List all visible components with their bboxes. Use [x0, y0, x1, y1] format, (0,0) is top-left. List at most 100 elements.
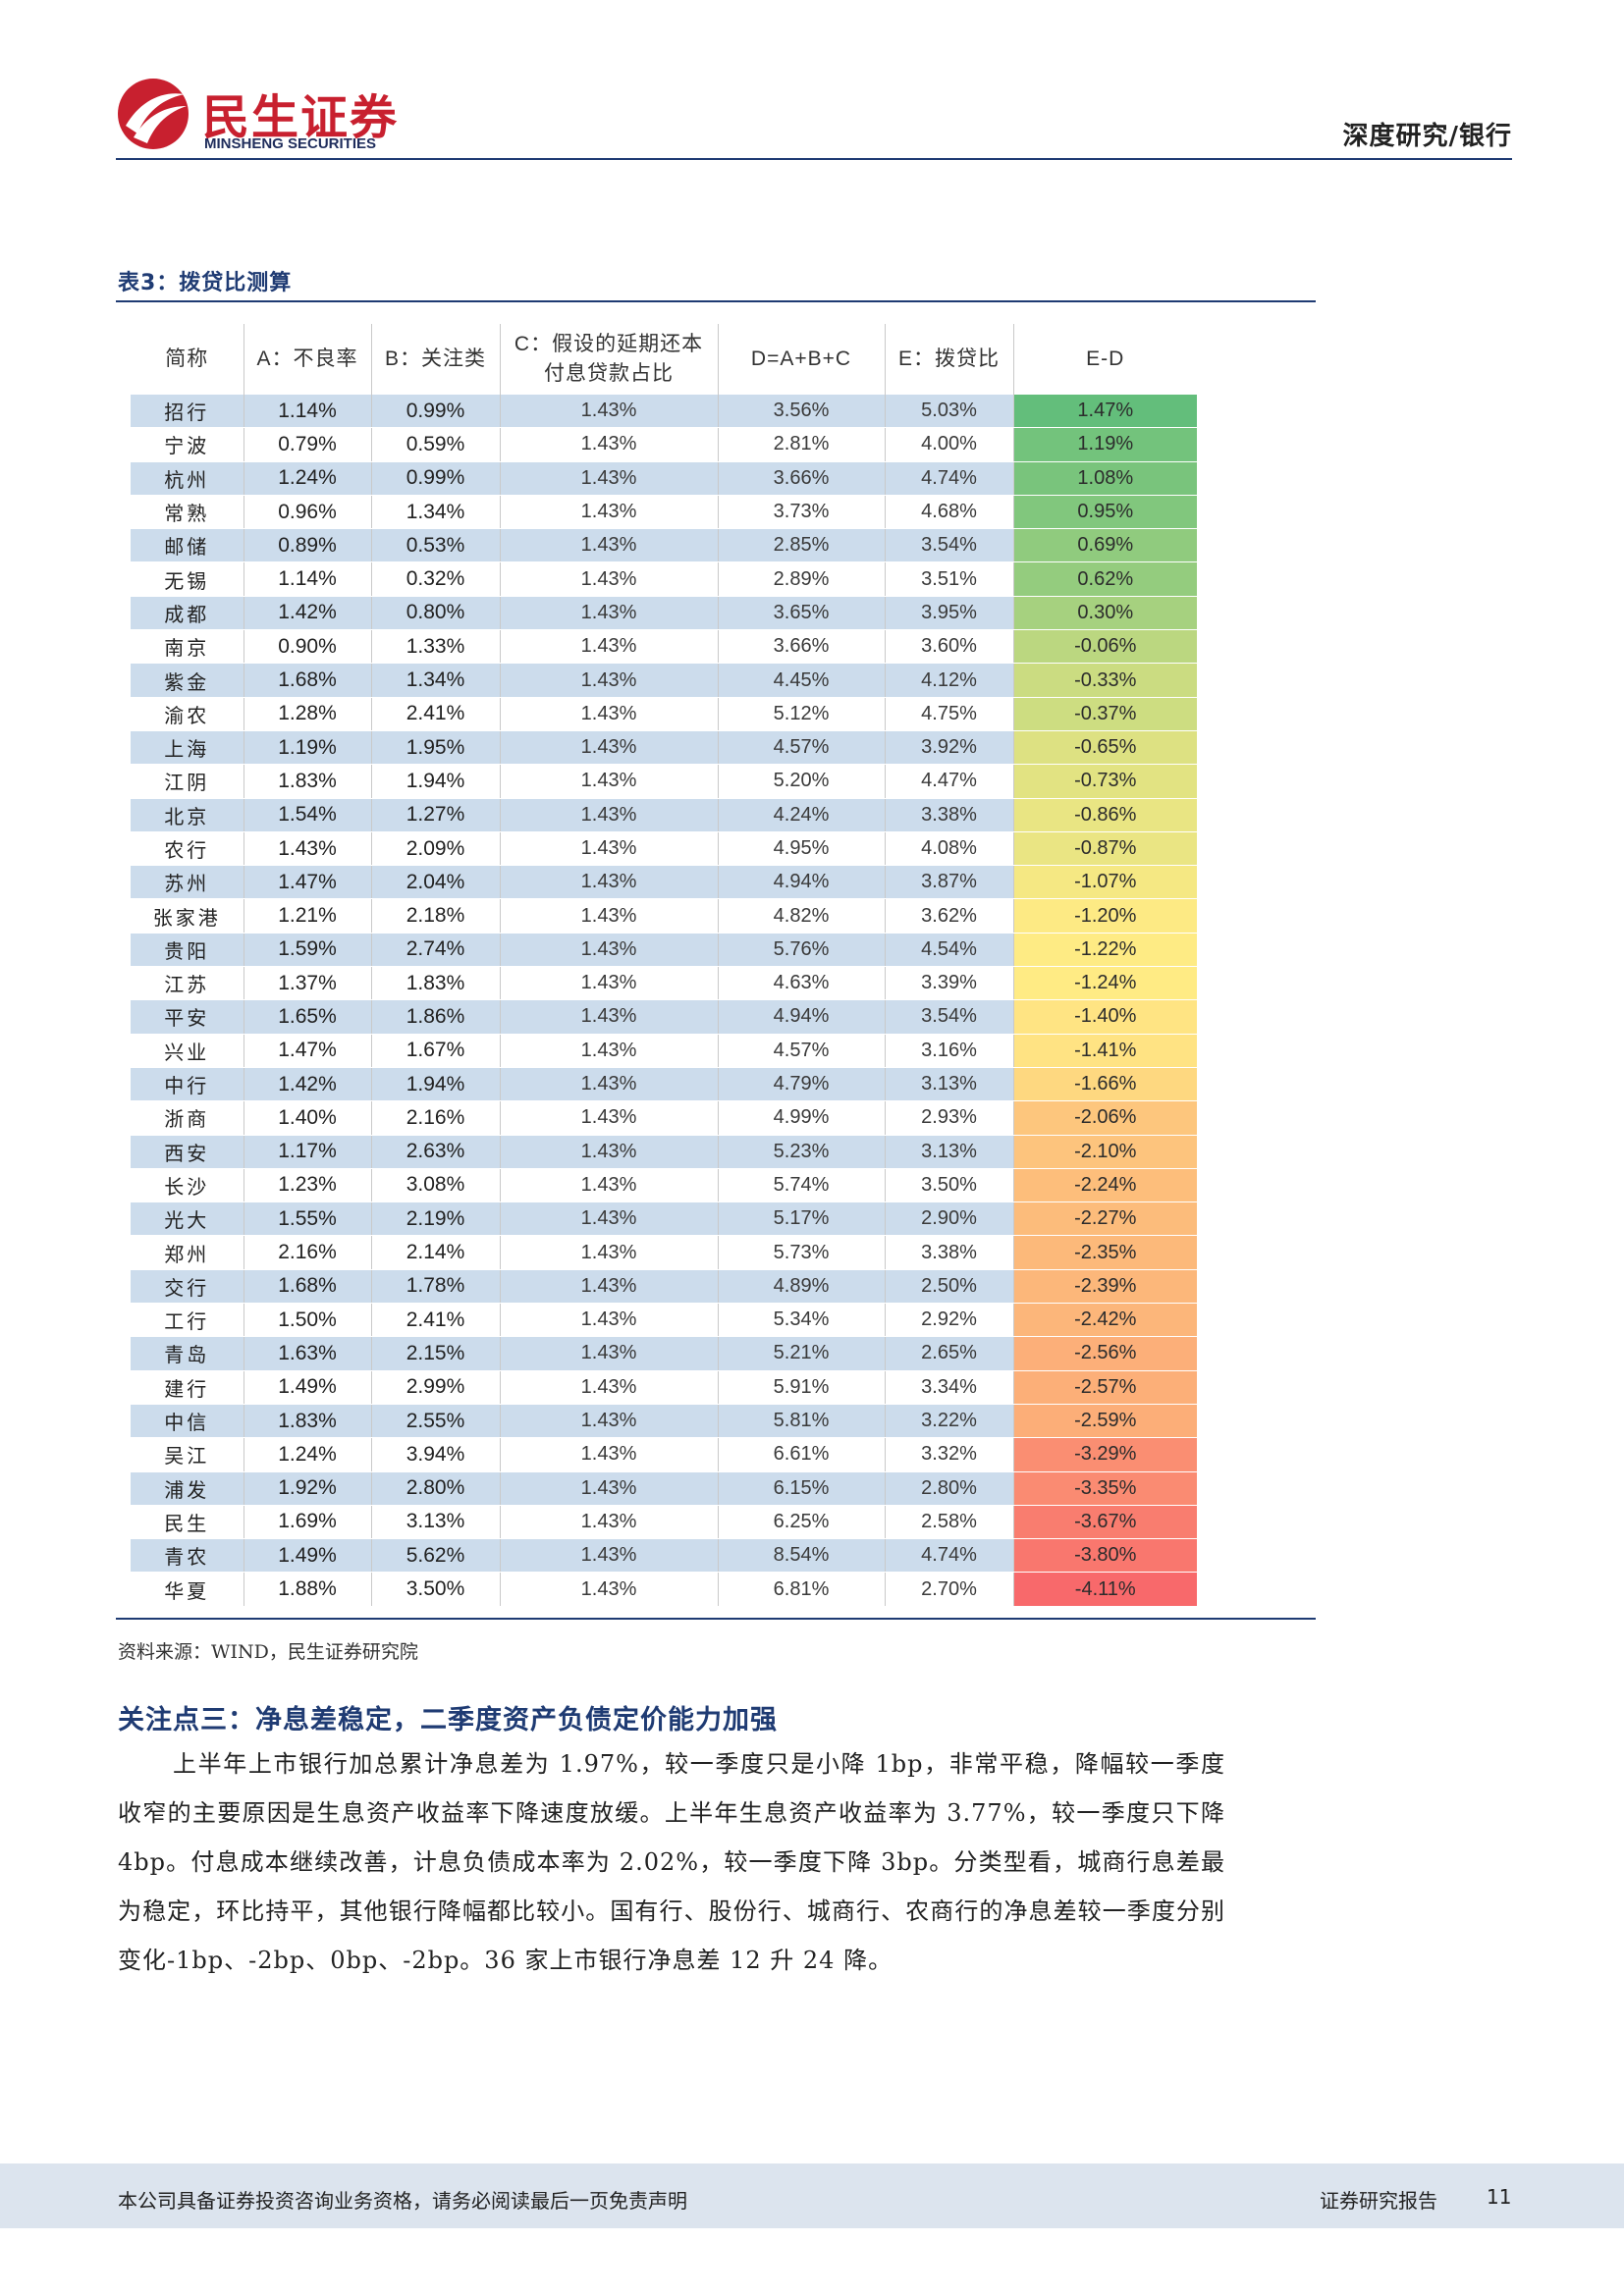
company-logo: 民生证券 MINSHENG SECURITIES	[116, 77, 410, 155]
cell-special-mention-ratio: 1.95%	[371, 730, 501, 766]
cell-provision-ratio: 4.54%	[885, 933, 1014, 968]
cell-npl-ratio: 1.69%	[244, 1505, 372, 1540]
cell-deferred-loan-ratio: 1.43%	[500, 831, 719, 867]
table-bottom-divider	[116, 1618, 1316, 1620]
cell-bank-name: 交行	[131, 1269, 244, 1305]
table-row: 浙商 1.40% 2.16% 1.43% 4.99% 2.93% -2.06%	[131, 1100, 1197, 1136]
cell-e-minus-d: -2.42%	[1013, 1303, 1197, 1338]
cell-deferred-loan-ratio: 1.43%	[500, 933, 719, 968]
cell-special-mention-ratio: 2.14%	[371, 1235, 501, 1270]
cell-bank-name: 张家港	[131, 898, 244, 934]
cell-provision-ratio: 3.95%	[885, 596, 1014, 631]
report-category: 深度研究/银行	[1342, 122, 1512, 151]
cell-special-mention-ratio: 2.41%	[371, 1303, 501, 1338]
cell-bank-name: 农行	[131, 831, 244, 867]
cell-special-mention-ratio: 2.80%	[371, 1471, 501, 1506]
cell-bank-name: 无锡	[131, 561, 244, 597]
header-divider	[116, 158, 1512, 160]
cell-deferred-loan-ratio: 1.43%	[500, 999, 719, 1035]
cell-provision-ratio: 5.03%	[885, 395, 1014, 429]
cell-deferred-loan-ratio: 1.43%	[500, 865, 719, 900]
cell-bank-name: 中信	[131, 1404, 244, 1439]
table-row: 江阴 1.83% 1.94% 1.43% 5.20% 4.47% -0.73%	[131, 764, 1197, 799]
table-row: 浦发 1.92% 2.80% 1.43% 6.15% 2.80% -3.35%	[131, 1471, 1197, 1506]
cell-d-sum: 4.45%	[718, 663, 886, 698]
table-row: 上海 1.19% 1.95% 1.43% 4.57% 3.92% -0.65%	[131, 730, 1197, 766]
cell-provision-ratio: 3.13%	[885, 1135, 1014, 1169]
cell-provision-ratio: 4.74%	[885, 461, 1014, 496]
cell-deferred-loan-ratio: 1.43%	[500, 730, 719, 766]
table-row: 成都 1.42% 0.80% 1.43% 3.65% 3.95% 0.30%	[131, 596, 1197, 631]
cell-provision-ratio: 2.58%	[885, 1505, 1014, 1540]
cell-bank-name: 民生	[131, 1505, 244, 1540]
cell-e-minus-d: -2.57%	[1013, 1370, 1197, 1405]
cell-e-minus-d: -2.56%	[1013, 1336, 1197, 1371]
cell-e-minus-d: -4.11%	[1013, 1572, 1197, 1607]
minsheng-logo-icon	[118, 79, 189, 149]
cell-deferred-loan-ratio: 1.43%	[500, 495, 719, 530]
cell-deferred-loan-ratio: 1.43%	[500, 395, 719, 429]
cell-d-sum: 5.74%	[718, 1168, 886, 1203]
cell-d-sum: 5.81%	[718, 1404, 886, 1439]
cell-e-minus-d: -1.22%	[1013, 933, 1197, 968]
cell-special-mention-ratio: 1.34%	[371, 495, 501, 530]
cell-e-minus-d: -2.39%	[1013, 1269, 1197, 1305]
cell-deferred-loan-ratio: 1.43%	[500, 1135, 719, 1169]
cell-bank-name: 建行	[131, 1370, 244, 1405]
header-npl-ratio: A：不良率	[244, 324, 372, 395]
cell-special-mention-ratio: 1.34%	[371, 663, 501, 698]
table-row: 郑州 2.16% 2.14% 1.43% 5.73% 3.38% -2.35%	[131, 1235, 1197, 1270]
cell-e-minus-d: -1.66%	[1013, 1067, 1197, 1102]
cell-npl-ratio: 1.14%	[244, 561, 372, 597]
cell-deferred-loan-ratio: 1.43%	[500, 1067, 719, 1102]
cell-d-sum: 6.15%	[718, 1471, 886, 1506]
cell-d-sum: 3.73%	[718, 495, 886, 530]
cell-e-minus-d: -3.67%	[1013, 1505, 1197, 1540]
cell-provision-ratio: 4.75%	[885, 697, 1014, 731]
footer-report-type: 证券研究报告	[1320, 2189, 1437, 2213]
table-row: 西安 1.17% 2.63% 1.43% 5.23% 3.13% -2.10%	[131, 1135, 1197, 1169]
cell-special-mention-ratio: 1.27%	[371, 798, 501, 832]
cell-npl-ratio: 1.42%	[244, 1067, 372, 1102]
cell-provision-ratio: 2.65%	[885, 1336, 1014, 1371]
cell-npl-ratio: 1.50%	[244, 1303, 372, 1338]
cell-bank-name: 南京	[131, 629, 244, 665]
table-row: 苏州 1.47% 2.04% 1.43% 4.94% 3.87% -1.07%	[131, 865, 1197, 900]
cell-e-minus-d: 0.62%	[1013, 561, 1197, 597]
cell-npl-ratio: 1.19%	[244, 730, 372, 766]
cell-e-minus-d: -1.24%	[1013, 966, 1197, 1001]
cell-npl-ratio: 1.47%	[244, 1034, 372, 1068]
cell-special-mention-ratio: 1.33%	[371, 629, 501, 665]
cell-special-mention-ratio: 3.13%	[371, 1505, 501, 1540]
table-row: 南京 0.90% 1.33% 1.43% 3.66% 3.60% -0.06%	[131, 629, 1197, 665]
cell-e-minus-d: 0.30%	[1013, 596, 1197, 631]
cell-provision-ratio: 4.00%	[885, 427, 1014, 462]
cell-deferred-loan-ratio: 1.43%	[500, 561, 719, 597]
cell-e-minus-d: -0.06%	[1013, 629, 1197, 665]
header-e-minus-d: E-D	[1013, 324, 1197, 395]
cell-bank-name: 江苏	[131, 966, 244, 1001]
table-row: 中信 1.83% 2.55% 1.43% 5.81% 3.22% -2.59%	[131, 1404, 1197, 1439]
cell-deferred-loan-ratio: 1.43%	[500, 1538, 719, 1574]
cell-bank-name: 浦发	[131, 1471, 244, 1506]
cell-d-sum: 5.34%	[718, 1303, 886, 1338]
cell-bank-name: 宁波	[131, 427, 244, 462]
cell-e-minus-d: -2.59%	[1013, 1404, 1197, 1439]
cell-d-sum: 5.12%	[718, 697, 886, 731]
body-paragraph: 上半年上市银行加总累计净息差为 1.97%，较一季度只是小降 1bp，非常平稳，…	[118, 1750, 1225, 1974]
logo-english-name: MINSHENG SECURITIES	[204, 135, 377, 152]
cell-special-mention-ratio: 2.99%	[371, 1370, 501, 1405]
cell-e-minus-d: -2.35%	[1013, 1235, 1197, 1270]
cell-deferred-loan-ratio: 1.43%	[500, 1303, 719, 1338]
cell-special-mention-ratio: 1.94%	[371, 1067, 501, 1102]
table-row: 兴业 1.47% 1.67% 1.43% 4.57% 3.16% -1.41%	[131, 1034, 1197, 1068]
page-footer: 本公司具备证券投资咨询业务资格，请务必阅读最后一页免责声明 证券研究报告 11	[0, 2163, 1624, 2228]
cell-d-sum: 4.57%	[718, 730, 886, 766]
cell-bank-name: 苏州	[131, 865, 244, 900]
cell-special-mention-ratio: 0.99%	[371, 461, 501, 496]
cell-d-sum: 8.54%	[718, 1538, 886, 1574]
cell-special-mention-ratio: 2.04%	[371, 865, 501, 900]
table-row: 紫金 1.68% 1.34% 1.43% 4.45% 4.12% -0.33%	[131, 663, 1197, 698]
cell-provision-ratio: 2.90%	[885, 1201, 1014, 1237]
table-row: 中行 1.42% 1.94% 1.43% 4.79% 3.13% -1.66%	[131, 1067, 1197, 1102]
